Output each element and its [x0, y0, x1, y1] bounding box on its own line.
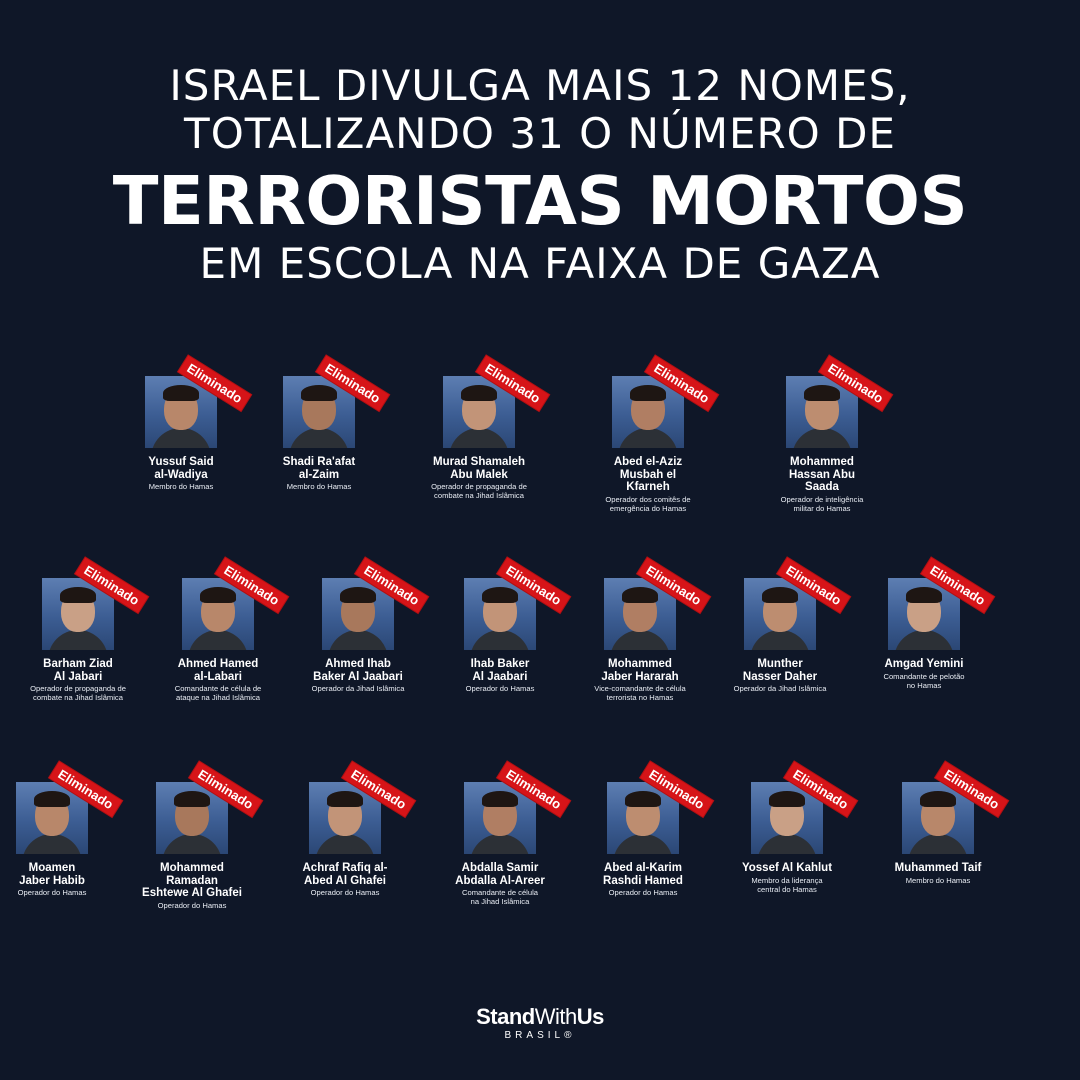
person-photo: Eliminado [42, 557, 149, 650]
person-photo: Eliminado [145, 355, 252, 448]
person-photo: Eliminado [182, 557, 289, 650]
person-card: Eliminado Amgad Yemini Comandante de pelot… [849, 557, 999, 690]
person-photo: Eliminado [16, 761, 123, 854]
person-card: Eliminado Barham Ziad Al Jabari Operador d… [3, 557, 153, 702]
person-card: Eliminado Shadi Ra'afat al-Zaim Membro do … [244, 355, 394, 491]
person-name: Abed el-Aziz Musbah el Kfarneh [613, 456, 683, 493]
person-name: Abdalla Samir Abdalla Al-Areer [455, 862, 545, 887]
person-card: Eliminado Munther Nasser Daher Operador da… [705, 557, 855, 693]
person-name: Muhammed Taif [894, 862, 982, 874]
person-photo: Eliminado [464, 761, 571, 854]
brand-name: StandWithUs [476, 1004, 604, 1029]
person-photo: Eliminado [888, 557, 995, 650]
person-name: Mohammed Jaber Hararah [601, 658, 679, 683]
person-role: Operador de inteligência militar do Hama… [780, 494, 864, 513]
person-name: Achraf Rafiq al- Abed Al Ghafei [302, 862, 388, 887]
person-name: Moamen Jaber Habib [19, 862, 85, 887]
person-card: Eliminado Muhammed Taif Membro do Hamas [863, 761, 1013, 885]
person-name: Abed al-Karim Rashdi Hamed [603, 862, 683, 887]
person-role: Membro da liderança central do Hamas [751, 875, 823, 894]
headline-line-2: TOTALIZANDO 31 O NÚMERO DE [184, 109, 896, 158]
person-role: Vice-comandante de célula terrorista no … [594, 684, 686, 702]
person-name: Yussuf Said al-Wadiya [148, 456, 214, 481]
person-name: Barham Ziad Al Jabari [43, 658, 113, 683]
person-card: Eliminado Yussuf Said al-Wadiya Membro do … [106, 355, 256, 491]
person-role: Operador do Hamas [17, 888, 87, 897]
person-card: Eliminado Ahmed Hamed al-Labari Comandante… [143, 557, 293, 702]
person-card: Eliminado Abed al-Karim Rashdi Hamed Opera… [568, 761, 718, 897]
person-photo: Eliminado [786, 355, 893, 448]
person-name: Mohammed Ramadan Eshtewe Al Ghafei [142, 862, 242, 899]
person-role: Operador da Jihad Islâmica [733, 684, 827, 693]
person-role: Operador de propaganda de combate na Jih… [30, 684, 126, 702]
person-card: Eliminado Mohammed Ramadan Eshtewe Al Gha… [117, 761, 267, 910]
person-photo: Eliminado [283, 355, 390, 448]
person-name: Murad Shamaleh Abu Malek [432, 456, 526, 481]
person-card: Eliminado Abdalla Samir Abdalla Al-Areer C… [425, 761, 575, 906]
person-photo: Eliminado [607, 761, 714, 854]
person-card: Eliminado Ihab Baker Al Jaabari Operador d… [425, 557, 575, 693]
person-photo: Eliminado [443, 355, 550, 448]
person-role: Membro do Hamas [148, 482, 214, 491]
person-role: Operador de propaganda de combate na Jih… [431, 482, 527, 500]
person-role: Comandante de célula de ataque na Jihad … [174, 684, 262, 702]
person-card: Eliminado Mohammed Hassan Abu Saada Operad… [747, 355, 897, 513]
person-name: Ahmed Ihab Baker Al Jaabari [313, 658, 403, 683]
person-photo: Eliminado [322, 557, 429, 650]
person-photo: Eliminado [751, 761, 858, 854]
person-role: Operador do Hamas [157, 900, 227, 910]
person-role: Membro do Hamas [286, 482, 352, 491]
person-role: Operador do Hamas [310, 888, 380, 897]
person-name: Yossef Al Kahlut [741, 862, 833, 874]
person-name: Mohammed Hassan Abu Saada [788, 456, 856, 493]
person-card: Eliminado Murad Shamaleh Abu Malek Operado… [404, 355, 554, 500]
person-photo: Eliminado [604, 557, 711, 650]
person-role: Operador da Jihad Islâmica [311, 684, 405, 693]
person-card: Eliminado Achraf Rafiq al- Abed Al Ghafei… [270, 761, 420, 897]
person-photo: Eliminado [744, 557, 851, 650]
headline-line-1: ISRAEL DIVULGA MAIS 12 NOMES, [169, 61, 911, 110]
person-role: Comandante de célula na Jihad Islâmica [462, 888, 538, 906]
headline-line-4: EM ESCOLA NA FAIXA DE GAZA [199, 239, 881, 288]
person-card: Eliminado Yossef Al Kahlut Membro da lider… [712, 761, 862, 894]
headline: ISRAEL DIVULGA MAIS 12 NOMES, TOTALIZAND… [0, 62, 1080, 288]
person-name: Ahmed Hamed al-Labari [177, 658, 259, 683]
person-card: Eliminado Abed el-Aziz Musbah el Kfarneh O… [573, 355, 723, 513]
brand-subtitle: BRASIL® [504, 1030, 576, 1041]
person-card: Eliminado Ahmed Ihab Baker Al Jaabari Oper… [283, 557, 433, 693]
person-photo: Eliminado [309, 761, 416, 854]
brand-logo: StandWithUs BRASIL® [440, 1004, 640, 1042]
person-name: Amgad Yemini [884, 658, 964, 670]
person-photo: Eliminado [464, 557, 571, 650]
person-photo: Eliminado [902, 761, 1009, 854]
person-role: Comandante de pelotão no Hamas [883, 671, 965, 690]
person-card: Eliminado Mohammed Jaber Hararah Vice-coma… [565, 557, 715, 702]
person-card: Eliminado Moamen Jaber Habib Operador do H… [0, 761, 127, 897]
headline-emphasis: TERRORISTAS MORTOS [112, 162, 968, 240]
person-photo: Eliminado [612, 355, 719, 448]
person-role: Membro do Hamas [905, 875, 971, 885]
person-name: Munther Nasser Daher [742, 658, 818, 683]
person-role: Operador do Hamas [465, 684, 535, 693]
person-name: Ihab Baker Al Jaabari [470, 658, 530, 683]
person-photo: Eliminado [156, 761, 263, 854]
person-role: Operador dos comitês de emergência do Ha… [605, 494, 691, 513]
person-role: Operador do Hamas [608, 888, 678, 897]
person-name: Shadi Ra'afat al-Zaim [282, 456, 356, 481]
